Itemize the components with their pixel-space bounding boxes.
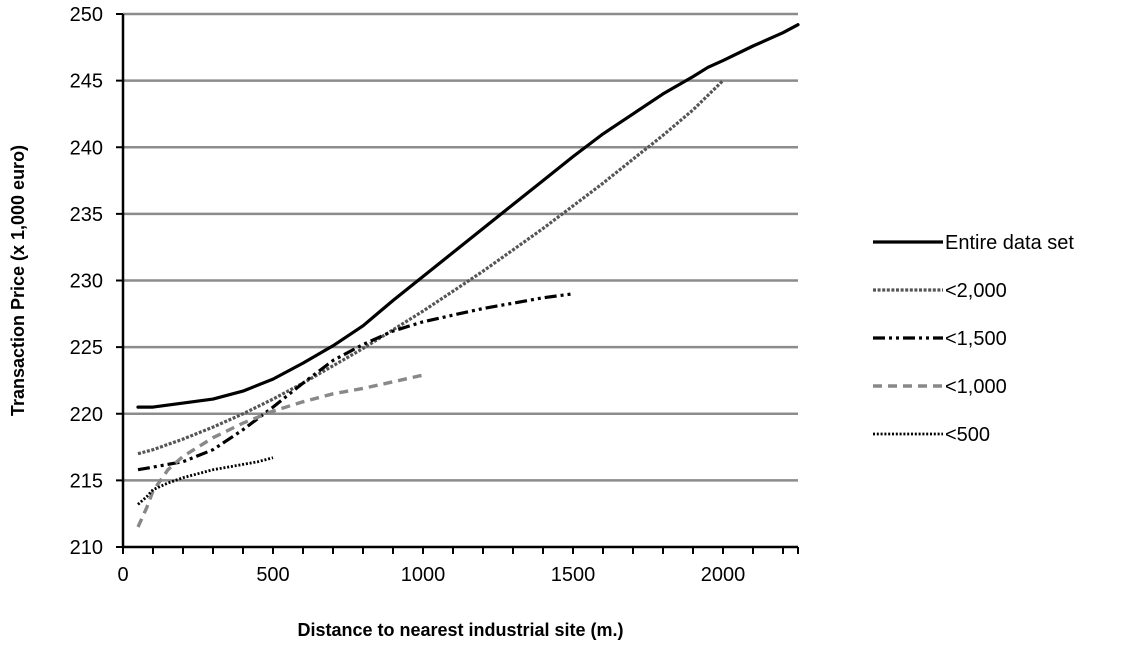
- legend-label-3: <1,500: [945, 328, 1007, 350]
- y-tick-label-250: 250: [70, 4, 103, 26]
- y-tick-label-235: 235: [70, 204, 103, 226]
- legend: Entire data set <2,000 <1,500 <1,000 <500: [873, 232, 1074, 446]
- y-tick-label-210: 210: [70, 537, 103, 559]
- x-tick-label-2000: 2000: [701, 564, 746, 586]
- series-line-5: [137, 456, 274, 506]
- x-axis-title: Distance to nearest industrial site (m.): [297, 620, 623, 640]
- tick-labels: 210 215 220 225 230 235 240 245 250 0 500 1000 1500 2…: [70, 4, 746, 586]
- axes: [116, 13, 799, 554]
- legend-label-1: Entire data set: [945, 232, 1074, 254]
- series-lines: [136, 23, 800, 528]
- y-tick-label-215: 215: [70, 470, 103, 492]
- y-tick-label-240: 240: [70, 137, 103, 159]
- series-line-1: [136, 23, 800, 409]
- y-tick-label-225: 225: [70, 337, 103, 359]
- x-tick-label-1500: 1500: [551, 564, 596, 586]
- series-line-3: [137, 292, 574, 472]
- x-tick-label-1000: 1000: [401, 564, 446, 586]
- y-tick-label-245: 245: [70, 71, 103, 93]
- legend-label-4: <1,000: [945, 376, 1007, 398]
- x-tick-label-500: 500: [256, 564, 289, 586]
- x-tick-label-0: 0: [117, 564, 128, 586]
- y-axis-title: Transaction Price (x 1,000 euro): [8, 145, 28, 416]
- y-tick-label-230: 230: [70, 271, 103, 293]
- series-line-2: [137, 79, 725, 456]
- gridlines: [123, 12, 798, 482]
- legend-label-5: <500: [945, 424, 990, 446]
- y-tick-label-220: 220: [70, 404, 103, 426]
- legend-label-2: <2,000: [945, 280, 1007, 302]
- series-line-4: [136, 373, 424, 528]
